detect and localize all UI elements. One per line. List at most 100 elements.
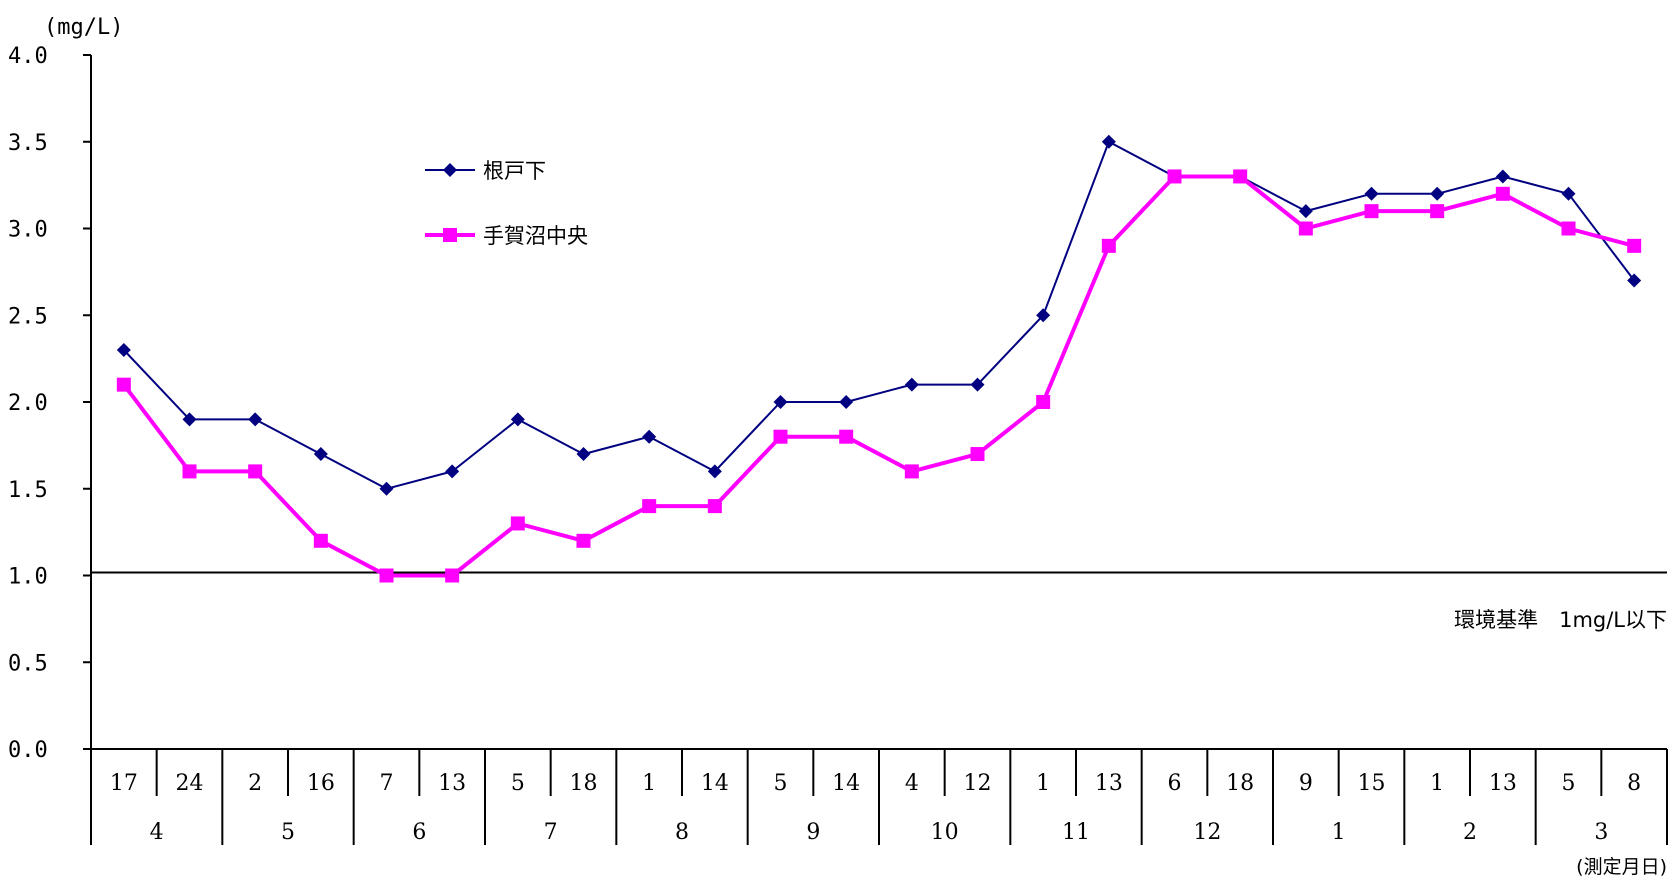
day-label: 6 (1168, 771, 1182, 796)
month-label: 9 (806, 820, 820, 845)
day-label: 7 (380, 771, 394, 796)
data-point-series-2 (1167, 169, 1182, 184)
month-label: 4 (150, 820, 164, 845)
x-axis: 17 24 2 16 7 13 5 18 1 14 5 14 4 12 1 13 6 18 9 15 1 13 5 84 5 6 7… (90, 748, 1668, 845)
data-point-series-1 (379, 481, 394, 496)
day-label: 8 (1627, 771, 1641, 796)
data-point-series-1 (1298, 204, 1313, 219)
day-label: 15 (1358, 771, 1386, 796)
legend-marker-2 (443, 228, 457, 242)
day-label: 5 (511, 771, 525, 796)
data-point-series-1 (116, 342, 131, 357)
y-tick-label: 2.0 (8, 391, 48, 416)
data-point-series-2 (904, 464, 919, 479)
data-point-series-1 (313, 447, 328, 462)
y-axis-unit-label: (mg/L) (44, 15, 123, 40)
data-point-series-1 (1561, 186, 1576, 201)
y-tick-label: 1.0 (8, 565, 48, 590)
data-point-series-2 (576, 533, 591, 548)
y-tick-label: 0.0 (8, 738, 48, 763)
data-point-series-2 (707, 499, 722, 514)
data-point-series-2 (445, 568, 460, 583)
month-label: 3 (1594, 820, 1608, 845)
reference-line-label: 環境基準 1mg/L以下 (1454, 608, 1667, 632)
data-point-series-2 (116, 377, 131, 392)
data-point-series-2 (1101, 238, 1116, 253)
day-label: 18 (570, 771, 598, 796)
day-label: 16 (307, 771, 335, 796)
data-point-series-1 (445, 464, 460, 479)
data-point-series-1 (1627, 273, 1642, 288)
legend-label-2: 手賀沼中央 (483, 224, 588, 248)
data-point-series-2 (1233, 169, 1248, 184)
y-axis: 0.0 0.5 1.0 1.5 2.0 2.5 3.0 3.5 4.0 (8, 44, 92, 763)
legend-label-1: 根戸下 (483, 159, 546, 183)
y-tick-label: 4.0 (8, 44, 48, 69)
data-point-series-2 (1430, 204, 1445, 219)
day-label: 1 (1036, 771, 1050, 796)
data-point-series-1 (510, 412, 525, 427)
data-point-series-1 (773, 395, 788, 409)
data-point-series-1 (1495, 169, 1510, 184)
month-label: 1 (1332, 820, 1346, 845)
data-point-series-1 (839, 395, 854, 409)
data-point-series-1 (182, 412, 197, 427)
day-label: 9 (1299, 771, 1313, 796)
data-point-series-2 (510, 516, 525, 531)
day-label: 24 (176, 771, 204, 796)
data-point-series-2 (1561, 221, 1576, 236)
data-point-series-2 (1298, 221, 1313, 236)
day-label: 12 (964, 771, 992, 796)
series-line-1 (123, 140, 1635, 490)
y-tick-label: 0.5 (8, 651, 48, 676)
data-point-series-2 (313, 533, 328, 548)
data-point-series-1 (1430, 186, 1445, 201)
day-label: 1 (642, 771, 656, 796)
day-label: 13 (438, 771, 466, 796)
data-point-series-2 (1364, 204, 1379, 219)
data-point-series-2 (248, 464, 263, 479)
data-point-series-2 (1036, 395, 1051, 409)
legend: 根戸下 手賀沼中央 (425, 159, 588, 248)
month-label: 2 (1463, 820, 1477, 845)
month-label: 8 (675, 820, 689, 845)
day-label: 4 (905, 771, 919, 796)
data-point-series-2 (1627, 238, 1642, 253)
day-label: 5 (774, 771, 788, 796)
month-label: 10 (931, 820, 959, 845)
data-point-series-1 (642, 429, 657, 444)
data-point-series-1 (1036, 308, 1051, 323)
day-label: 5 (1562, 771, 1576, 796)
y-tick-label: 3.5 (8, 131, 48, 156)
day-label: 1 (1430, 771, 1444, 796)
day-label: 2 (248, 771, 262, 796)
day-label: 18 (1226, 771, 1254, 796)
month-label: 5 (281, 820, 295, 845)
month-label: 6 (412, 820, 426, 845)
data-point-series-1 (1364, 186, 1379, 201)
y-tick-label: 2.5 (8, 304, 48, 329)
data-point-series-1 (904, 377, 919, 392)
month-label: 7 (544, 820, 558, 845)
data-point-series-1 (576, 447, 591, 462)
data-point-series-2 (642, 499, 657, 514)
data-point-series-2 (182, 464, 197, 479)
month-label: 12 (1193, 820, 1221, 845)
data-point-series-2 (970, 447, 985, 462)
day-label: 13 (1095, 771, 1123, 796)
data-point-series-2 (773, 429, 788, 444)
day-label: 13 (1489, 771, 1517, 796)
day-label: 17 (110, 771, 138, 796)
y-tick-label: 3.0 (8, 218, 48, 243)
data-point-series-2 (839, 429, 854, 444)
y-tick-label: 1.5 (8, 478, 48, 503)
month-label: 11 (1062, 820, 1090, 845)
data-point-series-1 (970, 377, 985, 392)
day-label: 14 (832, 771, 860, 796)
data-point-series-1 (707, 464, 722, 479)
data-point-series-2 (379, 568, 394, 583)
x-axis-unit-label: (測定月日) (1576, 856, 1667, 878)
day-label: 14 (701, 771, 729, 796)
data-point-series-1 (248, 412, 263, 427)
